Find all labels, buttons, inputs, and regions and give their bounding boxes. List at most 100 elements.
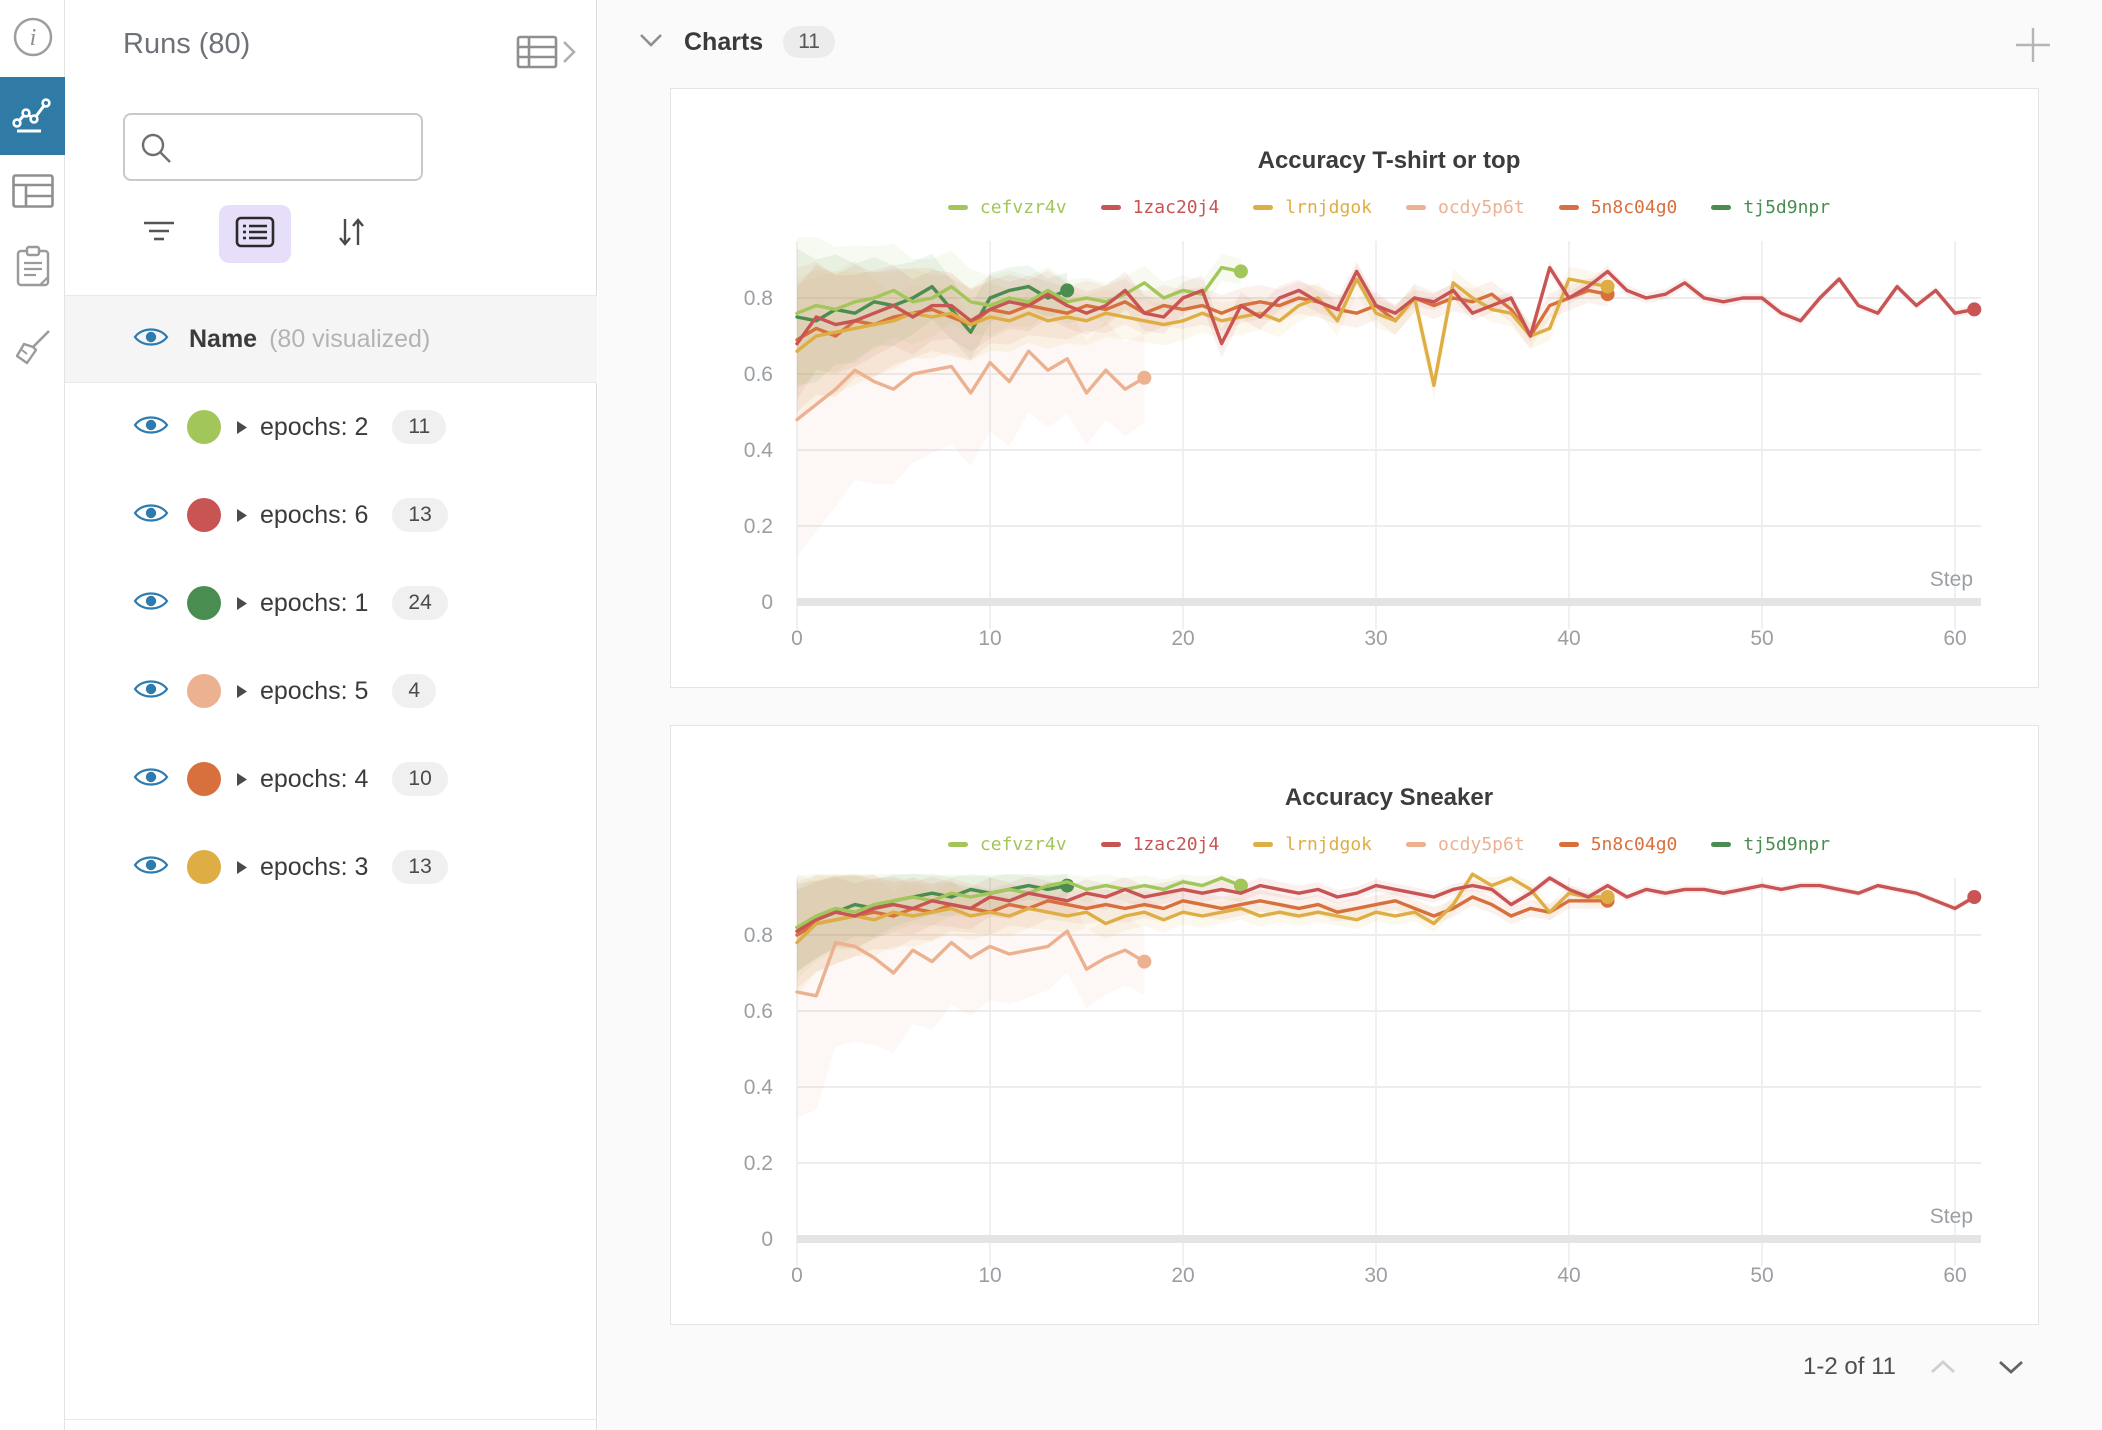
legend-item[interactable]: 1zac20j4: [1100, 834, 1219, 855]
legend-item[interactable]: cefvzr4v: [947, 197, 1067, 218]
run-group-row[interactable]: epochs: 1 24: [65, 559, 597, 647]
legend-item[interactable]: 5n8c04g0: [1558, 197, 1677, 218]
chart-plot-area[interactable]: 0 0.2 0.4 0.6 0.8 0 10 20 30 40 50 60 Step: [671, 89, 2038, 687]
charts-section-header[interactable]: Charts 11: [638, 26, 835, 58]
run-color-dot: [187, 762, 221, 796]
filter-icon: [142, 219, 176, 250]
legend-color-dash: [1253, 841, 1274, 847]
run-group-row[interactable]: epochs: 4 10: [65, 735, 597, 823]
runs-panel-title: Runs (80): [123, 28, 251, 60]
chevron-down-icon[interactable]: [638, 32, 664, 53]
x-tick-label: 50: [1750, 627, 1773, 650]
rail-item-table[interactable]: [0, 160, 65, 226]
series-line-lrnjdgok[interactable]: [795, 277, 1610, 388]
run-group-label: epochs: 1: [260, 588, 369, 617]
caret-right-icon[interactable]: [235, 683, 248, 700]
caret-right-icon[interactable]: [235, 595, 248, 612]
rail-item-cleanup[interactable]: [0, 316, 65, 382]
legend-item[interactable]: tj5d9npr: [1711, 197, 1830, 218]
eye-icon[interactable]: [133, 501, 169, 530]
series-line-1zac20j4[interactable]: [795, 876, 1977, 933]
series-line-1zac20j4[interactable]: [795, 265, 1977, 346]
chart-panel[interactable]: Accuracy Sneaker cefvzr4v 1zac20j4 lrnjdgok…: [670, 725, 2039, 1325]
y-tick-label: 0.2: [744, 1152, 773, 1175]
series-line-5n8c04g0[interactable]: [795, 288, 1610, 342]
x-tick-label: 40: [1557, 1264, 1580, 1287]
visibility-header-label: Name: [189, 324, 258, 353]
caret-right-icon[interactable]: [235, 859, 248, 876]
chart-legend: cefvzr4v 1zac20j4 lrnjdgok ocdy5p6t 5n8c04g0…: [797, 191, 1981, 223]
legend-item[interactable]: tj5d9npr: [1711, 834, 1830, 855]
page-down-button[interactable]: [1990, 1352, 2032, 1382]
expand-run-table-button[interactable]: [505, 26, 589, 78]
legend-color-dash: [1711, 841, 1732, 847]
series-end-dot: [1233, 878, 1248, 893]
legend-item[interactable]: 1zac20j4: [1100, 196, 1220, 218]
plus-icon: [2012, 28, 2054, 70]
legend-item[interactable]: lrnjdgok: [1253, 197, 1372, 218]
chart-panel[interactable]: Accuracy T-shirt or top cefvzr4v 1zac20j4 l…: [670, 88, 2039, 688]
series-end-dot: [1600, 279, 1615, 294]
eye-icon[interactable]: [133, 589, 169, 618]
legend-item[interactable]: cefvzr4v: [947, 834, 1067, 855]
filter-runs-button[interactable]: [123, 205, 195, 263]
sort-icon: [335, 215, 367, 254]
legend-run-name: 1zac20j4: [1132, 196, 1220, 218]
series-confidence-band: [797, 874, 1145, 1118]
run-search-input[interactable]: [179, 117, 419, 177]
runs-visibility-header[interactable]: Name (80 visualized): [65, 295, 597, 383]
sort-runs-button[interactable]: [315, 205, 387, 263]
series-end-dot: [1967, 890, 1982, 904]
x-tick-label: 20: [1171, 1264, 1194, 1287]
run-group-count-badge: 4: [392, 674, 437, 708]
run-color-dot: [187, 498, 221, 532]
series-end-dot: [1137, 954, 1152, 969]
run-group-row[interactable]: epochs: 2 11: [65, 383, 597, 471]
series-end-dot: [1137, 370, 1152, 385]
run-group-row[interactable]: epochs: 5 4: [65, 647, 597, 735]
chart-title: Accuracy Sneaker: [1284, 784, 1494, 811]
legend-item[interactable]: ocdy5p6t: [1406, 834, 1525, 855]
rail-item-charts[interactable]: [0, 77, 65, 155]
icon-rail: i: [0, 0, 65, 1430]
page-up-button[interactable]: [1922, 1352, 1964, 1382]
series-confidence-band: [797, 874, 1608, 996]
eye-icon[interactable]: [133, 853, 169, 882]
run-group-row[interactable]: epochs: 3 13: [65, 823, 597, 911]
run-color-dot: [187, 674, 221, 708]
legend-color-dash: [1406, 841, 1426, 847]
caret-right-icon[interactable]: [235, 507, 248, 524]
series-end-dot: [1600, 890, 1615, 904]
series-line-ocdy5p6t[interactable]: [795, 349, 1147, 422]
eye-icon[interactable]: [133, 413, 169, 442]
search-icon: [139, 131, 175, 172]
legend-color-dash: [947, 841, 968, 847]
series-line-cefvzr4v[interactable]: [795, 876, 1243, 930]
charts-workspace: Charts 11 Accuracy T-shirt or top cefvzr4…: [598, 0, 2102, 1430]
svg-text:i: i: [29, 25, 36, 51]
eye-icon[interactable]: [133, 325, 169, 354]
series-line-ocdy5p6t[interactable]: [795, 929, 1147, 998]
caret-right-icon[interactable]: [235, 419, 248, 436]
visibility-header-sublabel: (80 visualized): [269, 324, 431, 353]
run-group-row[interactable]: epochs: 6 13: [65, 471, 597, 559]
series-line-tj5d9npr[interactable]: [795, 284, 1069, 334]
rail-item-info[interactable]: i: [0, 6, 65, 72]
legend-item[interactable]: 5n8c04g0: [1558, 834, 1677, 855]
series-line-lrnjdgok[interactable]: [795, 872, 1610, 945]
series-line-cefvzr4v[interactable]: [795, 265, 1243, 315]
eye-icon[interactable]: [133, 677, 169, 706]
caret-right-icon[interactable]: [235, 771, 248, 788]
runs-toolbar: [123, 204, 387, 264]
runs-panel-footer-divider: [65, 1419, 597, 1420]
x-tick-label: 30: [1364, 1264, 1387, 1287]
y-tick-label: 0.8: [744, 287, 773, 310]
legend-item[interactable]: lrnjdgok: [1253, 834, 1372, 855]
chart-plot-area[interactable]: 0 0.2 0.4 0.6 0.8 0 10 20 30 40 50 60 Step: [671, 726, 2038, 1324]
group-runs-button[interactable]: [219, 205, 291, 263]
legend-item[interactable]: ocdy5p6t: [1406, 197, 1525, 218]
eye-icon[interactable]: [133, 765, 169, 794]
series-confidence-band: [797, 261, 1975, 400]
add-panel-button[interactable]: [2012, 24, 2054, 71]
rail-item-notes[interactable]: [0, 236, 65, 302]
